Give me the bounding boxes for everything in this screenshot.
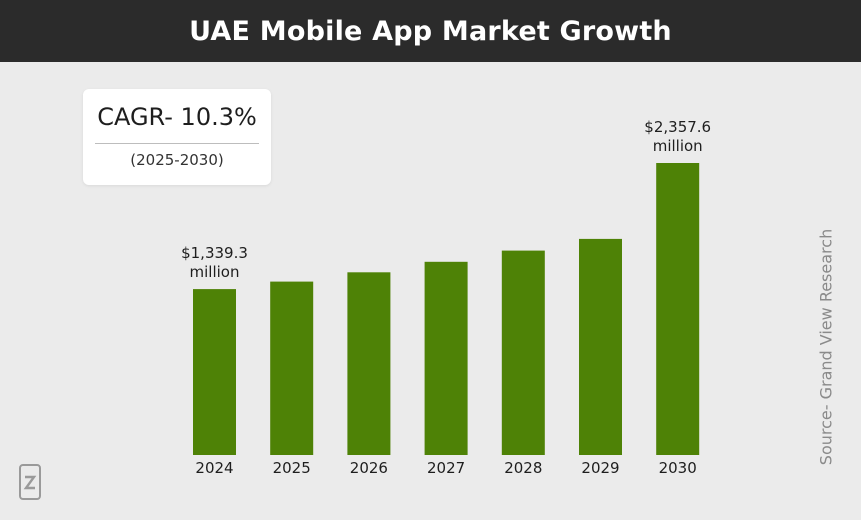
brand-logo-icon	[19, 464, 41, 500]
cagr-card: CAGR- 10.3% (2025-2030)	[83, 89, 271, 185]
cagr-period: (2025-2030)	[130, 151, 224, 169]
x-tick-label-2028: 2028	[504, 459, 542, 477]
bar-2024	[193, 289, 236, 455]
bar-2030	[656, 163, 700, 455]
data-label-unit-2030: million	[653, 137, 703, 155]
bar-2028	[501, 250, 545, 455]
x-tick-label-2026: 2026	[350, 459, 388, 477]
x-tick-label-2030: 2030	[659, 459, 697, 477]
title-bar: UAE Mobile App Market Growth	[0, 0, 861, 62]
cagr-value: CAGR- 10.3%	[97, 103, 257, 131]
x-tick-label-2027: 2027	[427, 459, 465, 477]
data-label-value-2024: $1,339.3	[181, 244, 248, 262]
bar-2027	[424, 261, 468, 455]
x-tick-label-2024: 2024	[195, 459, 233, 477]
bar-2026	[347, 272, 391, 455]
bar-2025	[270, 281, 314, 455]
source-credit: Source- Grand View Research	[816, 228, 836, 466]
page-title: UAE Mobile App Market Growth	[189, 15, 672, 47]
cagr-divider	[95, 143, 259, 144]
bar-2029	[579, 238, 622, 455]
x-tick-label-2029: 2029	[581, 459, 619, 477]
data-label-unit-2024: million	[190, 263, 240, 281]
data-label-value-2030: $2,357.6	[644, 118, 711, 136]
x-tick-label-2025: 2025	[273, 459, 311, 477]
